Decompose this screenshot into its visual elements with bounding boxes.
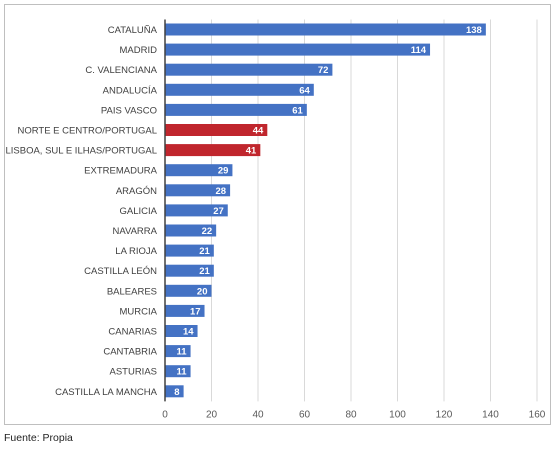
data-label: 14	[183, 327, 194, 338]
category-label: MURCIA	[120, 306, 158, 317]
data-label: 22	[202, 226, 213, 237]
data-label: 8	[174, 387, 179, 398]
category-label: BALEARES	[107, 286, 157, 297]
category-label: ASTURIAS	[109, 367, 157, 378]
category-label: CASTILLA LEÓN	[84, 266, 157, 277]
bar	[165, 345, 191, 358]
chart-frame: 0 20 40 60 80 100 120 140 160 CATALUÑA MADRID C. VA…	[4, 4, 551, 425]
data-label: 61	[292, 105, 303, 116]
category-label: CASTILLA LA MANCHA	[55, 387, 158, 398]
x-tick-label: 80	[345, 409, 357, 420]
category-label: NORTE E CENTRO/PORTUGAL	[17, 126, 157, 137]
source-note: Fuente: Propia	[4, 432, 73, 444]
bar-chart: 0 20 40 60 80 100 120 140 160 CATALUÑA MADRID C. VA…	[5, 19, 546, 420]
data-label: 72	[318, 65, 329, 76]
category-label: CANTABRIA	[103, 347, 157, 358]
category-label: ARAGÓN	[116, 186, 157, 197]
category-label: EXTREMADURA	[84, 166, 158, 177]
data-label: 44	[253, 126, 264, 137]
x-tick-label: 100	[389, 409, 406, 420]
bar	[165, 325, 198, 337]
category-label: CANARIAS	[108, 327, 157, 338]
x-tick-label: 120	[436, 409, 453, 420]
bar	[165, 244, 214, 257]
category-label: MADRID	[120, 45, 158, 56]
data-label: 17	[190, 306, 201, 317]
x-tick-label: 60	[299, 409, 311, 420]
data-label: 114	[411, 45, 427, 56]
category-label: GALICIA	[120, 206, 158, 217]
grid-lines	[211, 19, 538, 402]
x-tick-label: 160	[529, 409, 546, 420]
bar	[165, 284, 212, 297]
category-label: CATALUÑA	[108, 25, 158, 36]
data-label: 21	[199, 266, 210, 277]
bar	[165, 365, 191, 378]
bar	[165, 124, 268, 136]
category-label: LISBOA, SUL E ILHAS/PORTUGAL	[5, 146, 157, 157]
x-tick-label: 0	[162, 409, 168, 420]
data-label: 11	[177, 367, 188, 378]
x-tick-label: 40	[252, 409, 264, 420]
x-axis-tick-labels: 0 20 40 60 80 100 120 140 160	[162, 409, 546, 420]
x-tick-label: 140	[482, 409, 499, 420]
category-label: PAIS VASCO	[101, 105, 157, 116]
data-label: 27	[213, 206, 224, 217]
data-label: 28	[216, 186, 227, 197]
data-label: 41	[246, 146, 257, 157]
bar	[165, 304, 205, 317]
bar	[165, 144, 261, 157]
bar	[165, 264, 214, 277]
bar	[165, 23, 486, 36]
bar	[165, 103, 307, 116]
category-label: LA RIOJA	[115, 246, 157, 257]
bar	[165, 164, 233, 177]
data-label: 21	[199, 246, 210, 257]
bar	[165, 224, 217, 237]
bar	[165, 204, 228, 217]
data-label: 29	[218, 166, 229, 177]
bar	[165, 184, 231, 197]
data-label: 11	[177, 347, 188, 358]
category-labels: CATALUÑA MADRID C. VALENCIANA ANDALUCÍA PAIS…	[5, 25, 157, 398]
category-label: C. VALENCIANA	[85, 65, 157, 76]
x-tick-label: 20	[206, 409, 218, 420]
category-label: ANDALUCÍA	[103, 85, 158, 96]
bar	[165, 83, 314, 96]
bar	[165, 43, 431, 56]
data-label: 20	[197, 286, 208, 297]
data-label: 64	[299, 85, 310, 96]
bar	[165, 385, 184, 398]
bars	[165, 23, 486, 398]
category-label: NAVARRA	[112, 226, 157, 237]
bar	[165, 63, 333, 76]
data-label: 138	[466, 25, 482, 36]
